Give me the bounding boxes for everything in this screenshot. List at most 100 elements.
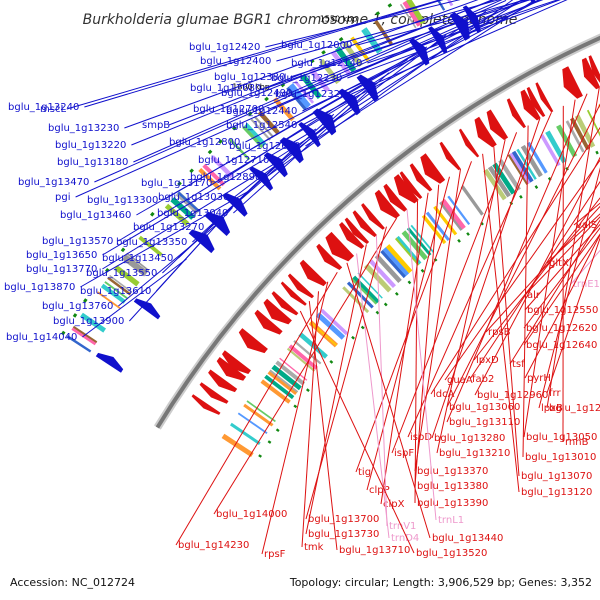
gc-marker xyxy=(394,292,399,296)
minus-strand-gene xyxy=(316,243,343,270)
label-leader-line xyxy=(301,291,319,548)
gene-label: bglu_1g12850 xyxy=(549,403,600,414)
cog-color-bar xyxy=(288,344,318,370)
minus-strand-gene xyxy=(263,298,292,325)
plus-strand-gene xyxy=(312,108,337,136)
cog-color-bar xyxy=(243,403,274,427)
gene-label: ispD xyxy=(410,432,432,443)
cog-color-bar xyxy=(246,400,276,423)
cog-color-bar xyxy=(114,265,140,287)
gene-label: lpxB xyxy=(541,403,563,414)
label-leader-line xyxy=(523,227,600,329)
label-leader-line xyxy=(493,146,520,477)
gene-label: bglu_1g12490 xyxy=(221,88,292,99)
gc-marker xyxy=(466,232,470,236)
label-leader-line xyxy=(444,159,600,381)
rna-label: trnL1 xyxy=(438,515,464,526)
label-leader-line xyxy=(391,132,518,454)
gene-label: bglu_1g14230 xyxy=(178,540,249,551)
minus-strand-gene xyxy=(383,183,408,212)
label-leader-line xyxy=(523,99,576,438)
label-leader-line xyxy=(80,190,249,288)
cog-color-bar xyxy=(487,165,511,198)
cog-color-bar xyxy=(460,185,484,216)
minus-strand-gene xyxy=(287,273,314,299)
gene-label: alr xyxy=(527,290,541,301)
accession-label: Accession: NC_012724 xyxy=(10,576,135,589)
label-leader-line xyxy=(524,216,600,296)
cog-color-bar xyxy=(401,230,428,261)
gene-label: bglu_1g13230 xyxy=(48,123,119,134)
label-leader-line xyxy=(414,184,440,487)
cog-color-bar xyxy=(253,115,275,138)
gc-marker xyxy=(83,298,88,303)
gc-marker xyxy=(338,36,344,42)
cog-color-bar xyxy=(107,276,132,296)
minus-strand-gene xyxy=(352,210,377,238)
cog-color-bar xyxy=(540,134,561,167)
gene-label: bglu_1g13390 xyxy=(417,498,488,509)
label-leader-line xyxy=(233,72,390,214)
minus-strand-gene xyxy=(409,163,433,192)
cog-color-bar xyxy=(267,369,299,395)
gene-label: rpsF xyxy=(264,549,286,560)
gene-label: ldcA xyxy=(433,389,455,400)
gene-label: clpP xyxy=(369,485,390,496)
gc-marker xyxy=(177,181,182,187)
gene-label: bglu_1g13220 xyxy=(55,140,126,151)
gc-marker xyxy=(264,96,269,102)
gene-label: bglu_1g14040 xyxy=(6,332,77,343)
minus-strand-gene xyxy=(208,369,238,393)
gene-label: bglu_1g13350 xyxy=(116,237,187,248)
gene-label: bglu_1g13120 xyxy=(521,487,592,498)
gc-marker xyxy=(595,150,599,155)
label-leader-line xyxy=(302,0,541,126)
gene-label: bglu_1g13900 xyxy=(53,316,124,327)
label-leader-line xyxy=(380,192,429,505)
minus-strand-gene xyxy=(299,259,327,287)
label-leader-line xyxy=(523,233,600,346)
minus-strand-gene xyxy=(439,141,461,171)
minus-strand-gene xyxy=(191,394,221,415)
gene-label: bglu_1g12640 xyxy=(526,340,597,351)
gene-label: rpsB xyxy=(488,327,511,338)
label-leader-line xyxy=(84,0,444,108)
label-leader-line xyxy=(469,180,600,380)
minus-strand-gene xyxy=(222,350,251,374)
label-leader-line xyxy=(356,253,390,539)
cog-color-bar xyxy=(436,0,446,11)
gene-label: bglu_1g13240 xyxy=(8,102,79,113)
cog-color-bar xyxy=(242,125,264,149)
topology-summary: Topology: circular; Length: 3,906,529 bp… xyxy=(289,576,592,589)
gene-label: bglu_1g13280 xyxy=(434,433,505,444)
label-leader-line xyxy=(436,139,506,454)
minus-strand-gene xyxy=(374,189,400,219)
gc-marker xyxy=(351,335,355,340)
rna-label: trnD4 xyxy=(391,533,419,544)
label-leader-line xyxy=(124,0,479,129)
label-leader-line xyxy=(414,168,461,472)
label-leader-line xyxy=(546,87,600,409)
gene-label: bglu_1g12380 xyxy=(214,72,285,83)
label-leader-line xyxy=(473,197,600,361)
label-leader-line xyxy=(266,0,525,89)
label-leader-line xyxy=(346,262,431,539)
label-leader-line xyxy=(524,223,600,311)
cog-color-bar xyxy=(447,0,454,7)
label-leader-line xyxy=(131,0,494,146)
rna-label: trnE1 xyxy=(573,279,600,290)
plus-strand-labels: bglu_1g12000bglu_1g12420bglu_1g12400bglu… xyxy=(4,0,568,343)
label-leader-line xyxy=(522,125,529,458)
minus-strand-labels: valSgltXtrnE1alrbglu_1g12550rpsBbglu_1g1… xyxy=(175,87,600,560)
cog-color-bar xyxy=(516,148,537,180)
cog-color-bar xyxy=(406,227,432,256)
label-leader-line xyxy=(305,0,536,147)
gene-label: bglu_1g12440 xyxy=(226,106,297,117)
cog-color-bar xyxy=(264,374,295,400)
cog-color-bar xyxy=(244,122,267,147)
gene-label: bglu_1g12710 xyxy=(198,155,269,166)
gc-marker xyxy=(61,330,66,336)
cog-color-bar xyxy=(237,412,268,434)
label-leader-line xyxy=(129,241,202,322)
